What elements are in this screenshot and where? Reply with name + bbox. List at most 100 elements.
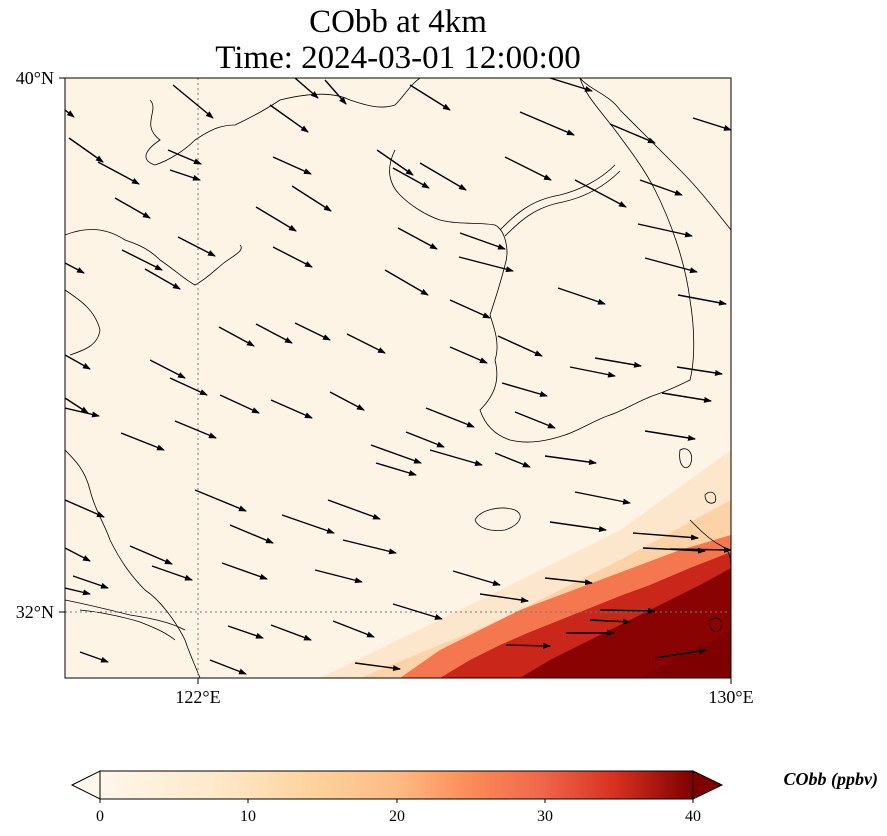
wind-arrow	[221, 562, 268, 580]
wind-arrow	[272, 246, 313, 268]
y-tick-label-40: 40°N	[16, 68, 54, 88]
wind-arrow	[294, 322, 331, 341]
wind-arrow	[270, 399, 313, 419]
wind-arrow	[121, 249, 163, 271]
wind-arrow	[574, 491, 631, 505]
wind-arrow	[346, 333, 386, 354]
wind-arrow	[97, 161, 140, 185]
concentration-field	[65, 78, 731, 678]
wind-arrow	[544, 577, 593, 586]
wind-arrow	[644, 430, 696, 441]
wind-arrow	[644, 257, 698, 274]
x-tick-label-122: 122°E	[175, 687, 220, 707]
wind-arrow	[497, 335, 543, 357]
wind-arrow	[79, 651, 109, 663]
wind-arrow	[149, 359, 186, 379]
colorbar-tick-30: 30	[537, 808, 553, 825]
wind-arrow	[544, 455, 597, 466]
wind-arrow	[504, 156, 552, 181]
wind-arrow	[329, 391, 365, 411]
wind-arrow	[669, 546, 731, 553]
wind-arrow	[569, 366, 616, 378]
wind-arrow	[172, 84, 214, 119]
wind-arrow	[255, 206, 297, 232]
colorbar-tick-20: 20	[389, 808, 405, 825]
wind-arrow	[609, 123, 656, 144]
colorbar-extend-high	[692, 770, 724, 800]
wind-arrow	[169, 169, 201, 181]
wind-arrow	[676, 366, 723, 376]
wind-arrow	[632, 532, 699, 541]
wind-arrow	[494, 452, 531, 468]
wind-arrow	[692, 117, 731, 131]
y-tick-label-32: 32°N	[16, 602, 54, 622]
wind-arrow	[65, 407, 100, 418]
wind-arrow	[114, 197, 151, 219]
wind-arrow	[458, 256, 514, 273]
wind-arrow	[639, 179, 683, 196]
wind-arrow	[549, 78, 593, 92]
wind-arrow	[120, 432, 165, 451]
wind-arrow	[452, 570, 501, 586]
colorbar-label: CObb (ppbv)	[784, 769, 878, 790]
wind-arrow	[291, 185, 332, 212]
wind-arrow	[218, 326, 255, 347]
title-line-1: CObb at 4km	[309, 4, 487, 40]
wind-arrow	[384, 269, 429, 296]
wind-arrow	[65, 262, 85, 274]
wind-arrow	[370, 444, 422, 464]
wind-arrow	[151, 565, 193, 581]
wind-arrow	[449, 299, 491, 319]
wind-arrow	[376, 149, 414, 176]
axis-ticks	[59, 77, 732, 684]
wind-arrow	[209, 659, 247, 675]
wind-arrow	[174, 420, 217, 439]
wind-arrow	[65, 547, 91, 562]
wind-arrow	[270, 624, 312, 641]
wind-arrow	[505, 642, 551, 649]
wind-arrow	[594, 357, 642, 368]
wind-arrow	[65, 499, 105, 518]
wind-arrow	[177, 236, 216, 257]
colorbar-tick-0: 0	[96, 808, 104, 825]
wind-arrow	[194, 489, 247, 512]
wind-arrow	[661, 392, 712, 403]
wind-arrow	[324, 79, 347, 105]
wind-arrow	[65, 397, 89, 414]
wind-arrow	[327, 499, 381, 520]
wind-arrow	[167, 149, 202, 165]
wind-arrow	[459, 232, 506, 250]
wind-arrow	[68, 137, 104, 163]
coastlines	[65, 78, 731, 678]
wind-arrow	[342, 539, 397, 555]
wind-arrow	[405, 431, 445, 448]
wind-arrow	[294, 78, 319, 99]
wind-arrow	[519, 111, 575, 136]
wind-arrow	[397, 227, 438, 250]
wind-arrow	[65, 587, 91, 596]
colorbar-tick-40: 40	[685, 808, 701, 825]
x-tick-label-130: 130°E	[708, 687, 753, 707]
wind-arrow	[637, 223, 693, 238]
title-line-2: Time: 2024-03-01 12:00:00	[215, 40, 581, 76]
wind-arrow	[332, 620, 375, 638]
wind-arrow	[65, 354, 91, 370]
wind-arrow	[65, 109, 75, 118]
wind-arrow	[654, 648, 707, 659]
wind-arrow	[272, 156, 312, 175]
wind-arrow	[392, 167, 430, 189]
wind-arrow	[574, 179, 627, 208]
wind-arrow	[129, 545, 173, 565]
wind-arrow	[479, 593, 529, 603]
wind-arrow	[599, 607, 656, 614]
wind-arrow	[549, 521, 607, 532]
colorbar-extend-low	[70, 770, 101, 800]
wind-vectors	[65, 78, 731, 675]
wind-arrow	[429, 449, 483, 466]
wind-arrow	[281, 514, 335, 534]
wind-arrow	[269, 104, 309, 133]
wind-arrow	[514, 411, 556, 429]
wind-arrow	[144, 268, 181, 290]
wind-arrow	[589, 618, 631, 625]
